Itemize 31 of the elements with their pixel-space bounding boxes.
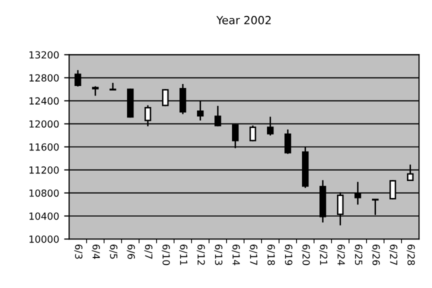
x-tick-label: 6/6 (126, 244, 135, 259)
y-tick-label: 10400 (30, 212, 59, 220)
x-tick-label: 6/13 (214, 244, 222, 265)
x-tick-label: 6/25 (354, 244, 362, 265)
x-tick-label: 6/24 (336, 244, 345, 266)
y-tick-label: 10800 (30, 189, 59, 197)
y-tick-label: 10000 (30, 236, 59, 243)
y-tick-label: 11200 (30, 166, 59, 174)
x-tick-label: 6/12 (196, 244, 205, 265)
x-tick-label: 6/10 (162, 244, 170, 266)
x-tick-label: 6/3 (74, 244, 82, 259)
x-tick-label: 6/18 (266, 244, 275, 266)
y-tick-label: 12800 (30, 74, 59, 82)
x-tick-label: 6/28 (406, 244, 415, 266)
x-tick-label: 6/20 (302, 244, 310, 266)
y-tick-label: 13200 (30, 51, 59, 59)
chart-title: Year 2002 (216, 16, 271, 24)
y-tick-label: 11600 (30, 143, 59, 151)
x-tick-label: 6/19 (284, 244, 292, 266)
candlestick (110, 82, 116, 91)
y-tick-label: 12400 (30, 97, 59, 105)
x-tick-label: 6/21 (319, 244, 328, 265)
x-tick-label: 6/4 (92, 244, 100, 260)
y-tick-label: 12000 (30, 120, 59, 128)
x-tick-label: 6/26 (372, 244, 380, 266)
x-tick-label: 6/27 (389, 244, 398, 265)
x-tick-label: 6/5 (109, 244, 118, 259)
x-tick-label: 6/11 (179, 244, 188, 265)
x-tick-label: 6/17 (249, 244, 258, 265)
x-tick-label: 6/14 (232, 244, 240, 266)
x-tick-label: 6/7 (144, 244, 152, 259)
